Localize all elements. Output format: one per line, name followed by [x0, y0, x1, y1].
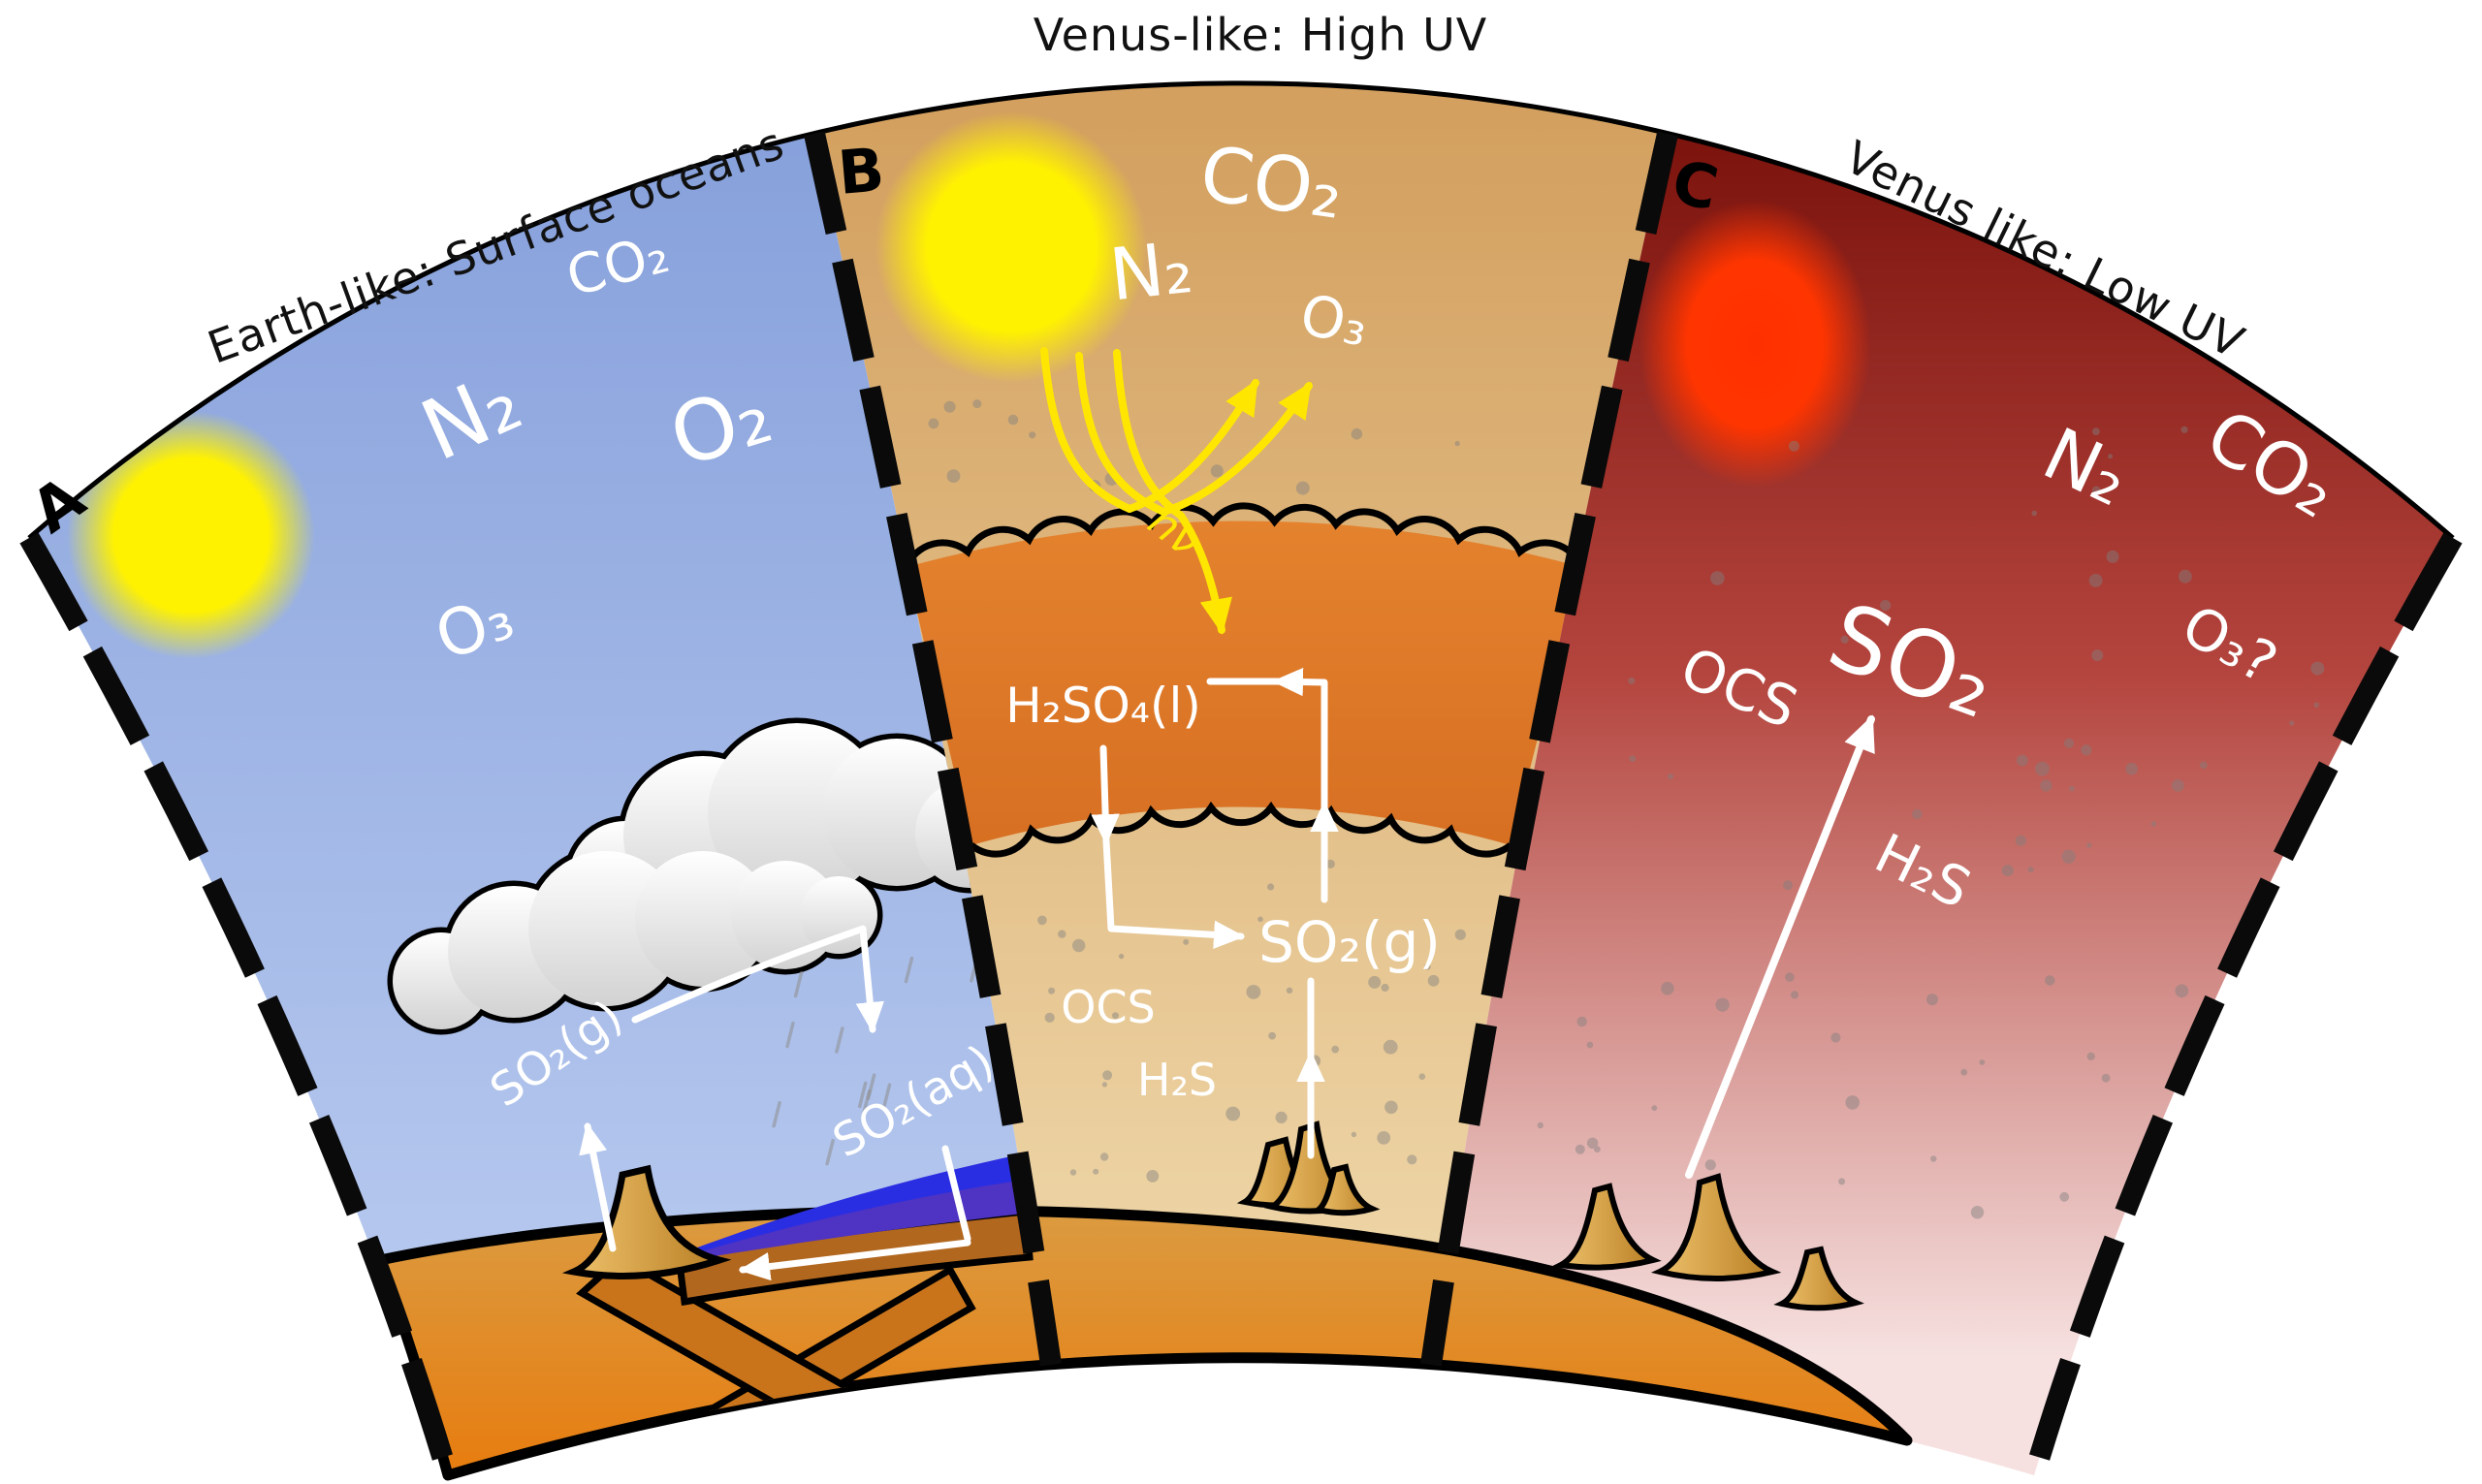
arrow-ocean-subduction-left [738, 1239, 971, 1281]
sulfur-cycle-arrows-a [579, 925, 971, 1281]
cloud-deck-bottom-edge [969, 801, 1513, 858]
sulfur-cycle-arrows-b [1091, 667, 1339, 1159]
label-co2-b: CO₂ [1195, 130, 1349, 237]
sun-icon-yellow-a [67, 411, 315, 659]
border-left-dashed [19, 532, 459, 1479]
panel-b-letter: B [835, 134, 886, 208]
haze-speckles-c [1537, 426, 2325, 1226]
uv-ray-transmitted-hv [1177, 512, 1232, 635]
uv-ray-reflected-1 [1126, 378, 1259, 513]
uv-ray-3 [1113, 349, 1185, 520]
uv-ray-reflected-2 [1160, 381, 1313, 516]
outer-atmosphere-arc [27, 80, 2455, 540]
uv-rays-b [1040, 347, 1313, 635]
arrow-volcano-to-so2-c [1685, 714, 1875, 1179]
volcano-icon-cluster-c [1551, 1173, 1864, 1311]
label-o3-b: O₃ [1294, 281, 1374, 360]
sun-icon-yellow-b [875, 111, 1147, 383]
label-n2-b: N₂ [1106, 226, 1197, 317]
ocean-surface-layer [674, 1155, 1019, 1259]
divider-a-b-dashed [804, 131, 1062, 1367]
volcano-icon-cluster-b [1236, 1121, 1381, 1216]
arrow-to-h2so4-left [1271, 667, 1328, 808]
line-so2aq-to-ocean [941, 1145, 971, 1243]
arrow-so2g-to-cloud-rainout [631, 925, 884, 1034]
label-ocs-b: OCS [1061, 981, 1156, 1033]
arrow-volcano-to-so2g-a [579, 1121, 617, 1252]
label-h2so4-liquid-b: H₂SO₄(l) [1005, 678, 1201, 734]
divider-b-c-dashed [1420, 131, 1678, 1367]
arrow-h2so4-down [1091, 744, 1120, 846]
sun-icon-red-c [1639, 201, 1871, 488]
panel-b-title: Venus-like: High UV [1034, 9, 1488, 61]
label-h2s-b: H₂S [1137, 1054, 1217, 1106]
border-right-dashed [2023, 532, 2463, 1479]
arrow-to-so2g-right [1102, 837, 1246, 950]
cloud-deck-top-edge [903, 502, 1585, 569]
uv-ray-1 [1040, 347, 1133, 513]
label-so2-gas-b: SO₂(g) [1258, 909, 1441, 975]
